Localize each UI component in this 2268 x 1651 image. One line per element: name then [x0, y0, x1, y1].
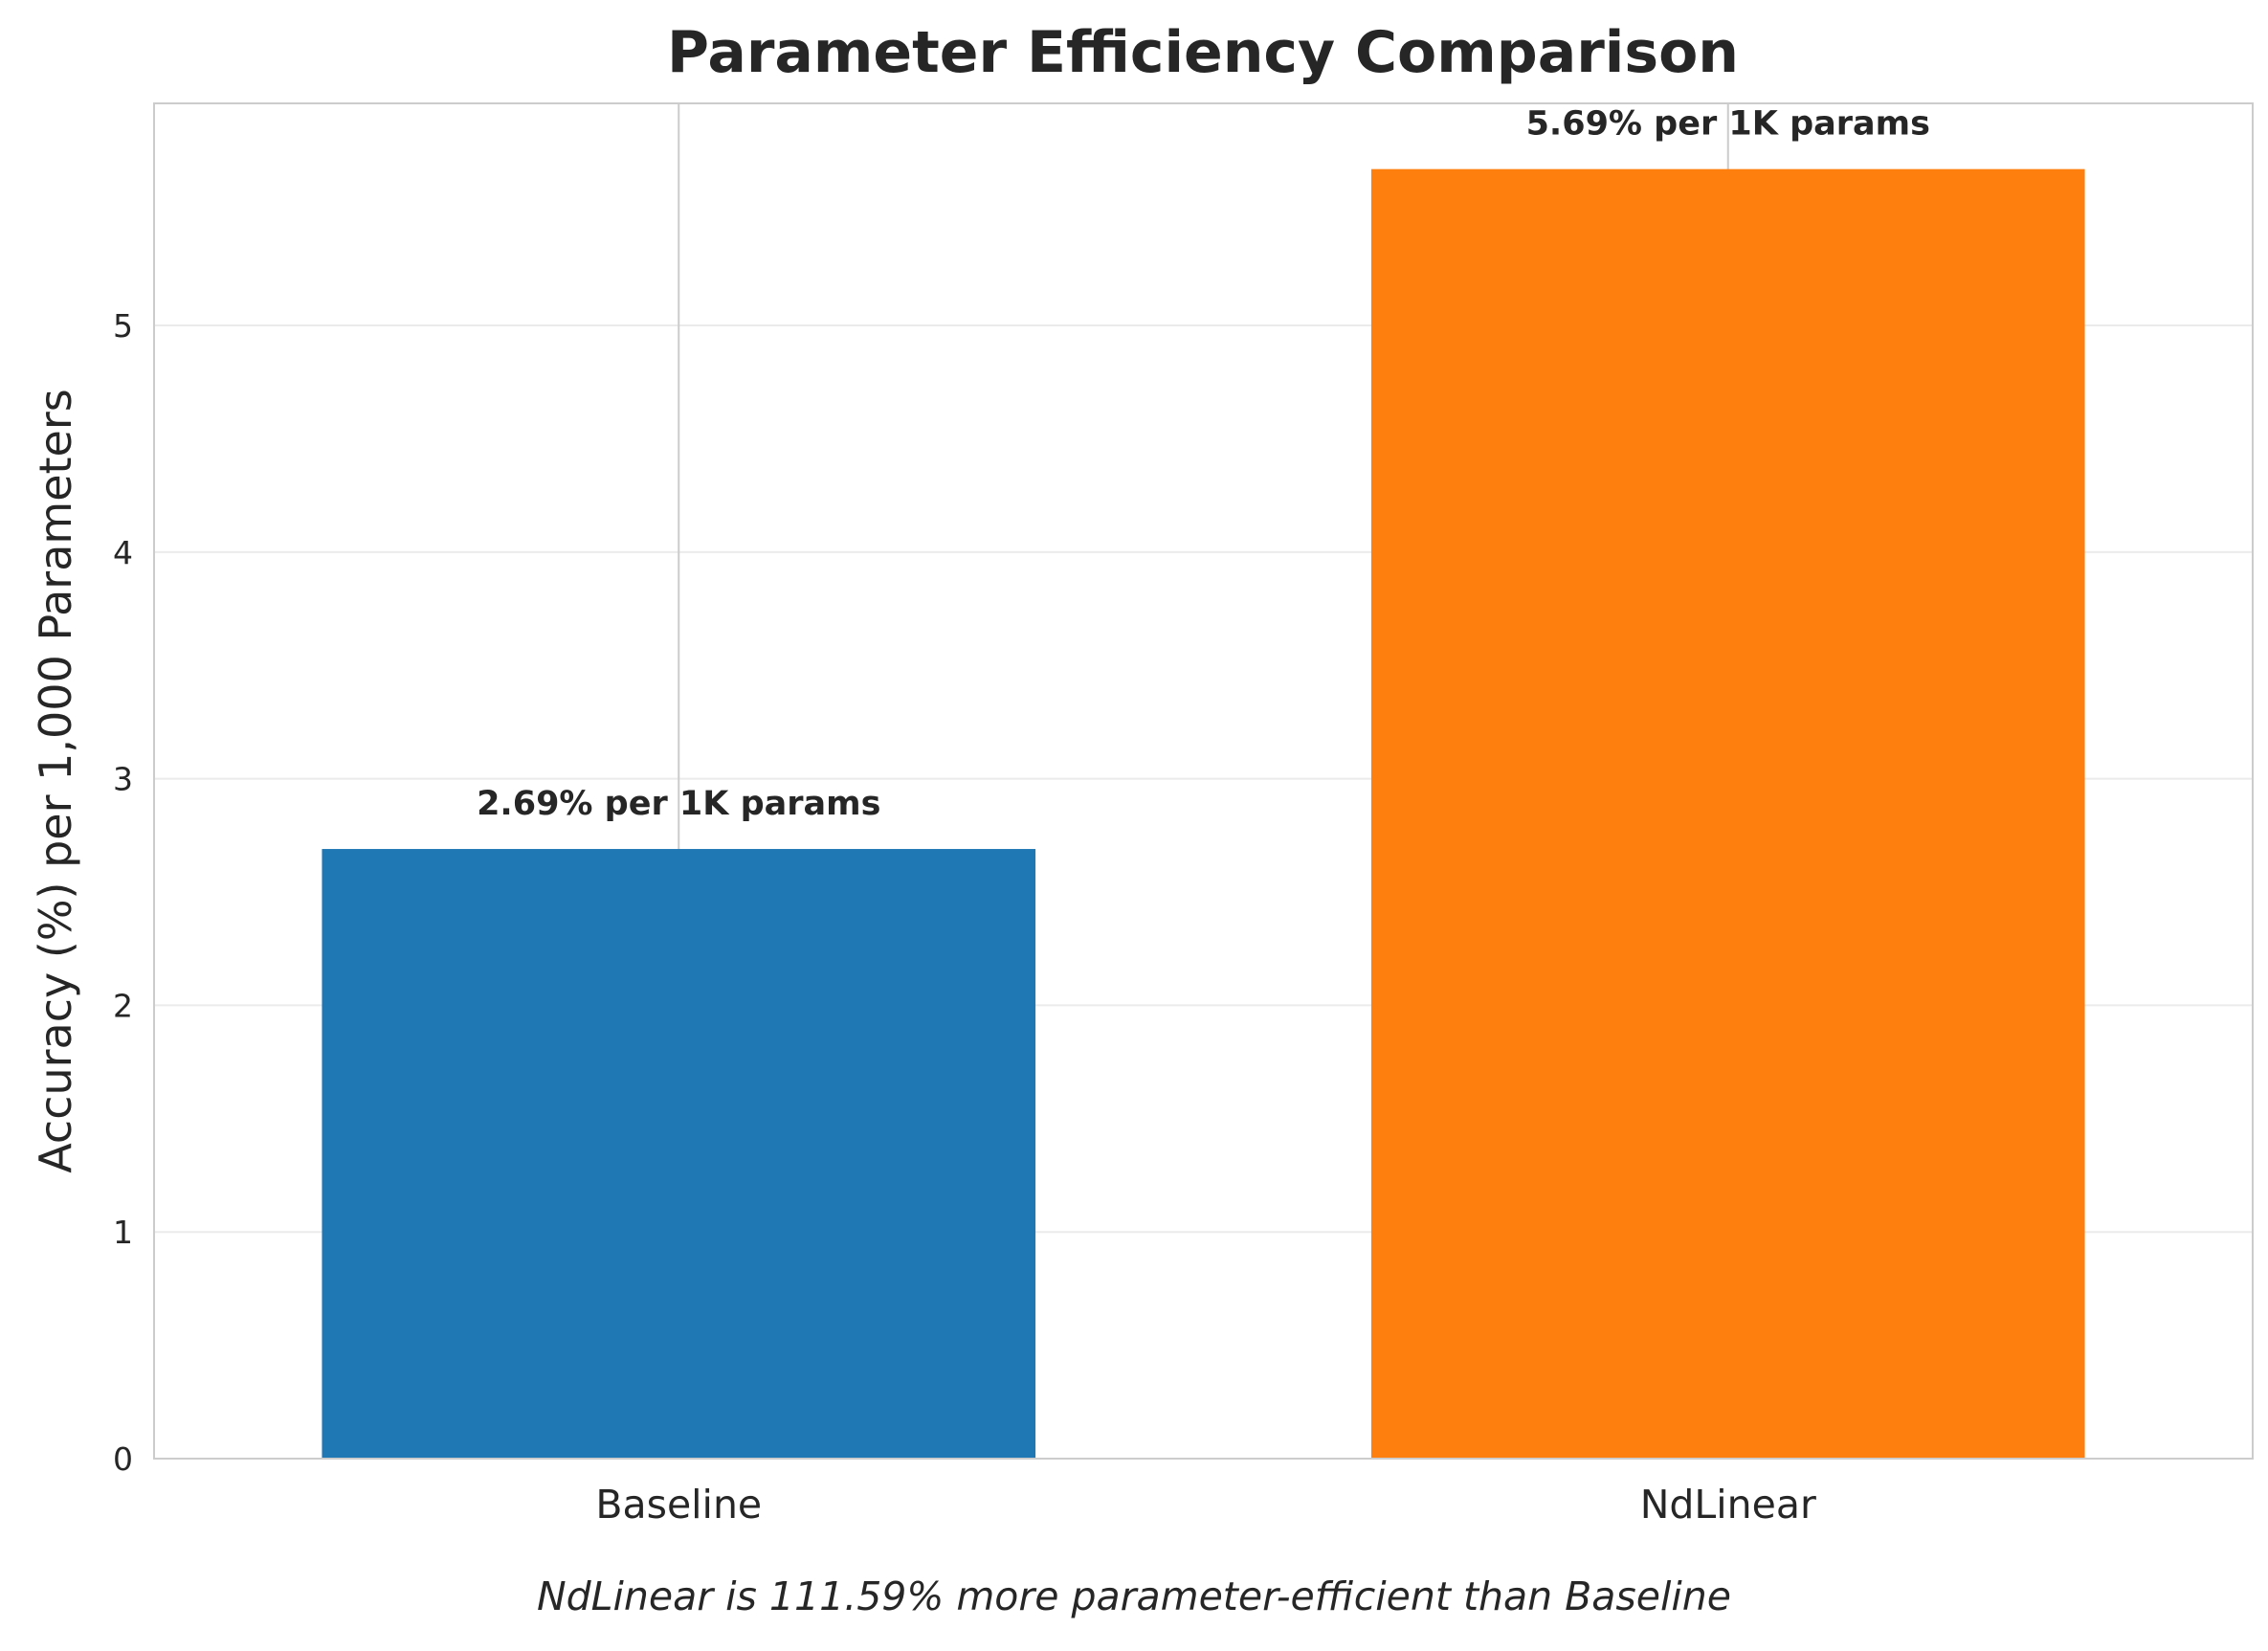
y-tick-label: 2	[113, 987, 133, 1024]
bar-ndlinear	[1370, 168, 2085, 1459]
y-tick-label: 4	[113, 534, 133, 571]
y-tick-label: 3	[113, 761, 133, 798]
y-tick-label: 0	[113, 1440, 133, 1478]
data-labels: 2.69% per 1K params 5.69% per 1K params	[477, 105, 1930, 823]
x-axis-ticks: Baseline NdLinear	[595, 1482, 1816, 1528]
y-tick-label: 5	[113, 307, 133, 345]
x-tick-label: Baseline	[595, 1482, 762, 1528]
chart-title: Parameter Efficiency Comparison	[667, 19, 1739, 86]
bar-baseline	[322, 849, 1036, 1459]
y-tick-label: 1	[113, 1214, 133, 1251]
bar-value-label: 5.69% per 1K params	[1526, 105, 1930, 144]
bar-value-label: 2.69% per 1K params	[477, 785, 880, 823]
plot-area-frame	[153, 102, 2254, 1460]
x-tick-label: NdLinear	[1640, 1482, 1816, 1528]
bars	[322, 168, 2085, 1459]
chart-annotation: NdLinear is 111.59% more parameter-effic…	[537, 1573, 1731, 1619]
y-axis-ticks: 0 1 2 3 4 5	[113, 307, 133, 1478]
y-axis-label: Accuracy (%) per 1,000 Parameters	[30, 389, 81, 1173]
